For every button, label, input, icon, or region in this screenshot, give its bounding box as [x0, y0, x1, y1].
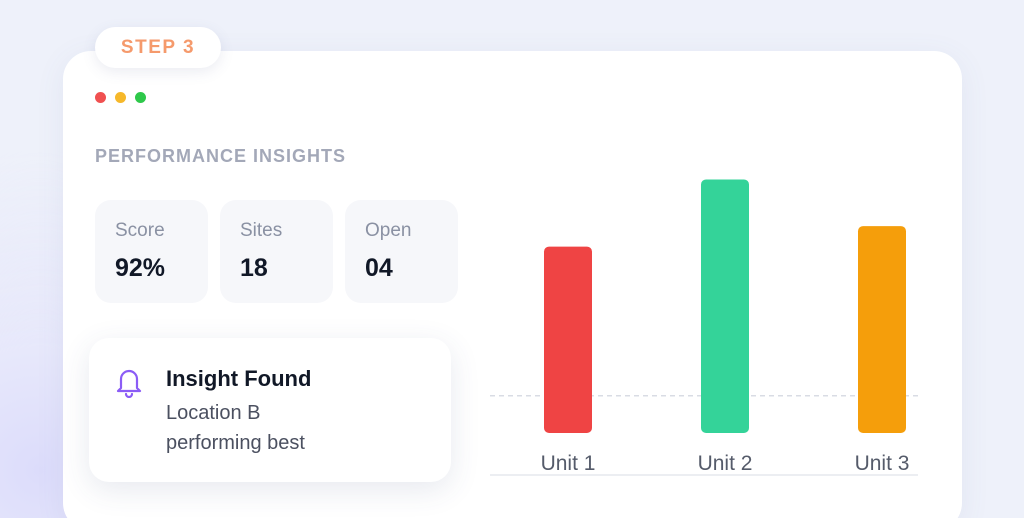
window-close-dot[interactable] — [95, 92, 106, 103]
bell-icon — [116, 369, 142, 398]
x-tick-label: Unit 2 — [698, 452, 753, 475]
bar-unit-3[interactable] — [858, 226, 906, 433]
bar-unit-1[interactable] — [544, 246, 592, 433]
window-maximize-dot[interactable] — [135, 92, 146, 103]
notification-body: Location B performing best — [166, 398, 426, 458]
notification-title: Insight Found — [166, 366, 312, 391]
notification-body-line: Location B — [166, 402, 261, 424]
stat-value: 04 — [365, 254, 393, 282]
stat-card-open: Open 04 — [345, 200, 458, 303]
x-tick-label: Unit 1 — [541, 452, 596, 475]
step-badge: STEP 3 — [95, 27, 221, 68]
stat-label: Sites — [240, 220, 283, 241]
insight-notification[interactable]: Insight Found Location B performing best — [89, 338, 451, 482]
notification-body-line: performing best — [166, 432, 305, 454]
stat-value: 92% — [115, 254, 166, 282]
stat-card-score: Score 92% — [95, 200, 208, 303]
stat-card-sites: Sites 18 — [220, 200, 333, 303]
bar-unit-2[interactable] — [701, 179, 749, 433]
window-minimize-dot[interactable] — [115, 92, 126, 103]
stat-label: Open — [365, 220, 412, 241]
x-tick-label: Unit 3 — [855, 452, 910, 475]
bar-chart: Unit 1 Unit 2 Unit 3 — [490, 179, 918, 476]
stat-label: Score — [115, 220, 165, 241]
section-title: PERFORMANCE INSIGHTS — [95, 146, 347, 166]
stat-value: 18 — [240, 254, 268, 282]
